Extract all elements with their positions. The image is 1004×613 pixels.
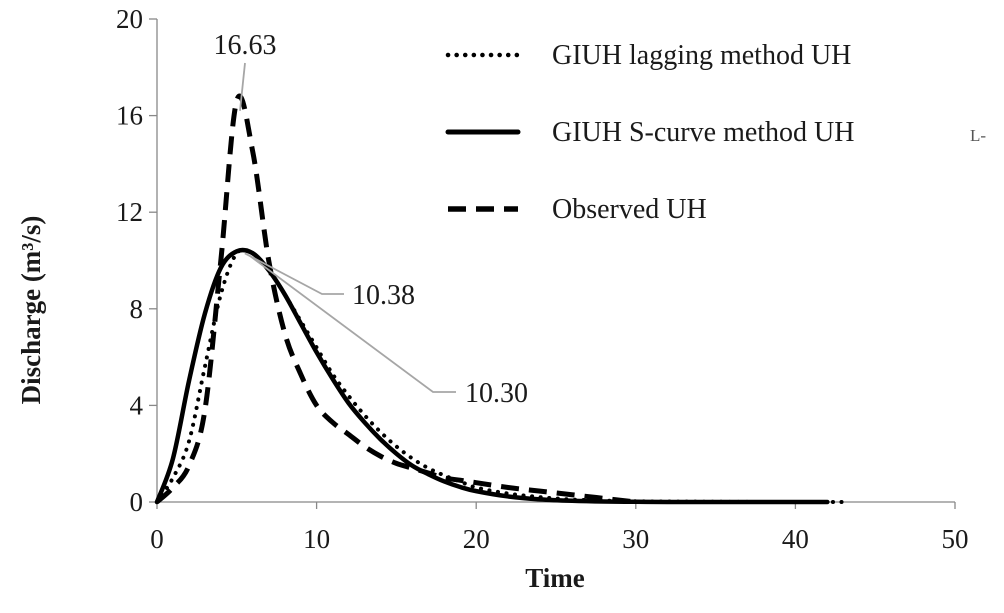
x-tick-label: 30 xyxy=(622,524,649,554)
annotation-label: 16.63 xyxy=(214,30,277,61)
annotations: 16.63 10.38 10.30 xyxy=(214,30,529,409)
y-axis-title: Discharge (m³/s) xyxy=(16,216,46,405)
annotation-label: 10.38 xyxy=(352,280,415,311)
x-axis-title: Time xyxy=(525,563,585,593)
annotation-leader-line xyxy=(249,254,456,393)
legend-label: GIUH S-curve method UH xyxy=(552,117,855,148)
y-tick-label: 4 xyxy=(130,390,144,420)
series-line-dashed xyxy=(155,93,637,505)
legend-label: Observed UH xyxy=(552,194,707,225)
series-line-solid xyxy=(154,247,830,505)
annotation-leader-line xyxy=(239,62,246,111)
x-tick-label: 0 xyxy=(150,524,164,554)
annotation-leader-line xyxy=(244,252,344,295)
stray-mark: L- xyxy=(970,126,986,145)
x-tick-label: 50 xyxy=(942,524,969,554)
x-tick-label: 40 xyxy=(782,524,809,554)
series-lines xyxy=(154,93,846,505)
y-tick-label: 12 xyxy=(116,197,143,227)
y-tick-label: 16 xyxy=(116,101,143,131)
y-tick-label: 0 xyxy=(130,487,144,517)
y-tick-label: 20 xyxy=(116,4,143,34)
x-tick-label: 10 xyxy=(303,524,330,554)
series-line-dotted xyxy=(155,247,846,505)
axes: 0 4 8 12 16 20 0 10 20 30 40 50 xyxy=(116,4,969,554)
annotation-label: 10.30 xyxy=(465,378,528,409)
y-tick-label: 8 xyxy=(130,294,144,324)
legend-label: GIUH lagging method UH xyxy=(552,40,851,71)
legend: GIUH lagging method UH GIUH S-curve metho… xyxy=(445,40,855,225)
x-tick-label: 20 xyxy=(463,524,490,554)
